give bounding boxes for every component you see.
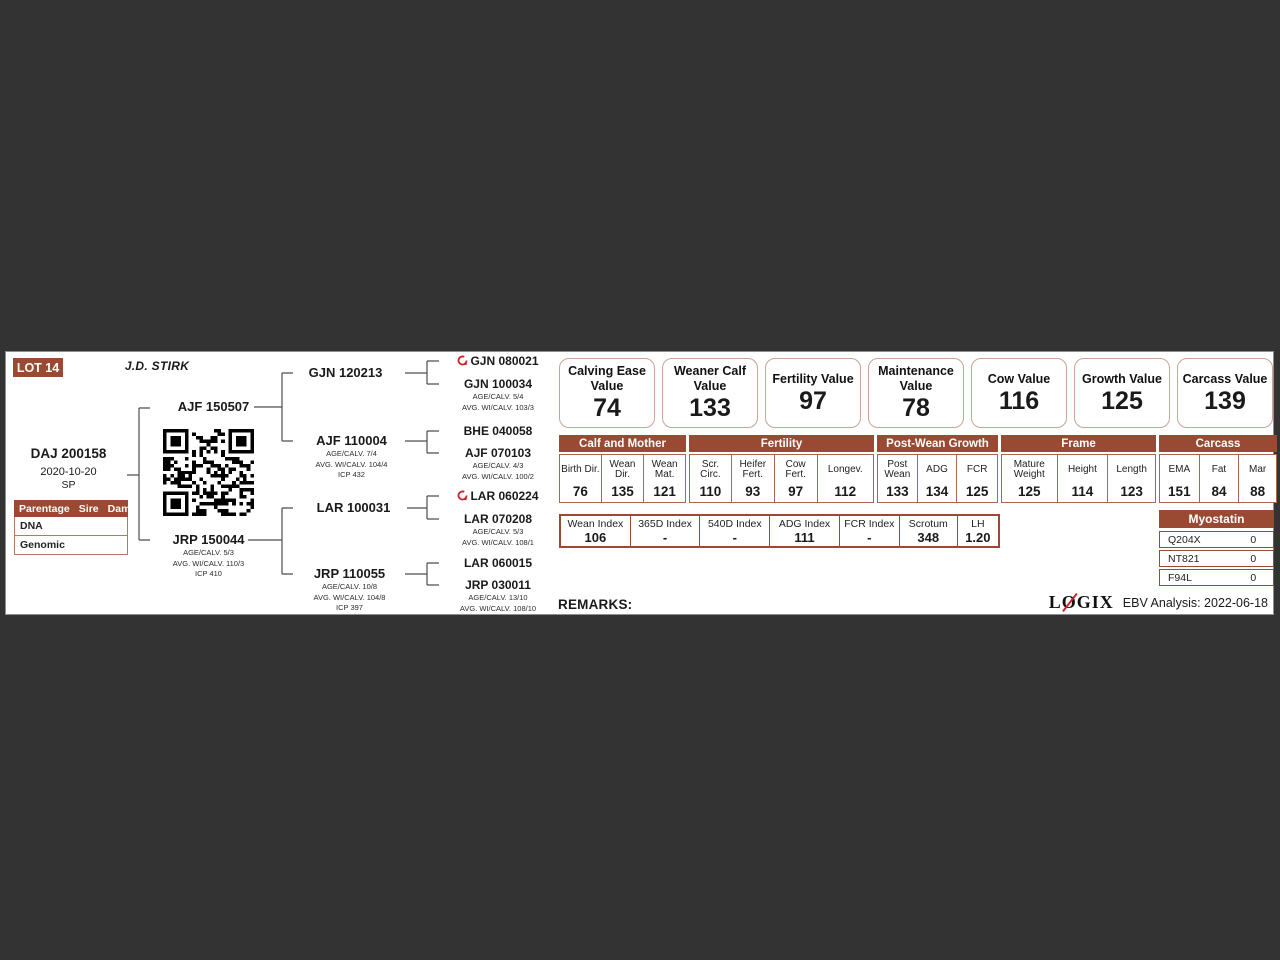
ebv-group-carcass: Carcass EMA 151 Fat 84 Mar 88 bbox=[1159, 435, 1277, 503]
index-cell: LH 1.20 bbox=[956, 516, 998, 546]
value-box-fertility: Fertility Value 97 bbox=[765, 358, 861, 428]
animal-status: SP bbox=[61, 479, 76, 491]
ebv-cell: Wean Dir. 135 bbox=[600, 455, 644, 502]
index-table: Wean Index 106 365D Index - 540D Index - AD… bbox=[559, 514, 1000, 548]
animal-id: DAJ 200158 bbox=[30, 446, 107, 461]
ebv-analysis-date: EBV Analysis: 2022-06-18 bbox=[1122, 595, 1268, 610]
logix-o-icon: O bbox=[1061, 592, 1077, 612]
pedigree-node: LAR 060015 bbox=[463, 556, 533, 570]
value-box-cow: Cow Value 116 bbox=[971, 358, 1067, 428]
pedigree-node: LAR 100031 bbox=[316, 500, 391, 515]
parentage-row-dna: DNA bbox=[14, 517, 128, 536]
value-boxes-row: Calving Ease Value 74 Weaner Calf Value … bbox=[559, 358, 1273, 428]
pedigree-dam: JRP 150044 AGE/CALV. 5/3 AVG. WI/CALV. 1… bbox=[172, 532, 245, 578]
pedigree-node: LAR 070208 AGE/CALV. 5/3 AVG. WI/CALV. 1… bbox=[462, 512, 534, 547]
ebv-cell: Cow Fert. 97 bbox=[773, 455, 817, 502]
ebv-cell: FCR 125 bbox=[956, 455, 997, 502]
myostatin-header: Myostatin bbox=[1159, 510, 1274, 528]
pedigree-lines bbox=[127, 360, 439, 586]
ebv-cell: EMA 151 bbox=[1168, 463, 1191, 499]
ebv-table: Calf and Mother Birth Dir. 76 Wean Dir. 13… bbox=[559, 435, 1277, 503]
merit-icon bbox=[458, 490, 468, 501]
parentage-title: Parentage bbox=[19, 502, 70, 515]
ebv-cell: Height 114 bbox=[1056, 455, 1108, 502]
merit-icon bbox=[458, 355, 468, 366]
ebv-cell: ADG 134 bbox=[916, 455, 957, 502]
index-cell: FCR Index - bbox=[838, 516, 899, 546]
pedigree-sire: AJF 150507 bbox=[177, 399, 250, 414]
lot-badge: LOT 14 bbox=[13, 358, 63, 377]
pedigree-node: JRP 110055 AGE/CALV. 10/8 AVG. WI/CALV. … bbox=[313, 566, 386, 612]
ebv-group-post-wean-growth: Post-Wean Growth Post Wean 133 ADG 134 FCR… bbox=[877, 435, 998, 503]
ebv-group-frame: Frame Mature Weight 125 Height 114 Length 1… bbox=[1001, 435, 1156, 503]
animal-block: DAJ 200158 2020-10-20 SP bbox=[11, 446, 126, 491]
value-box-carcass: Carcass Value 139 bbox=[1177, 358, 1273, 428]
index-cell: 365D Index - bbox=[629, 516, 700, 546]
pedigree-node: BHE 040058 bbox=[463, 424, 533, 438]
ebv-cell: Mar 88 bbox=[1238, 455, 1276, 502]
value-box-growth: Growth Value 125 bbox=[1074, 358, 1170, 428]
ebv-cell: Fat 84 bbox=[1198, 455, 1239, 502]
ebv-cell: Mature Weight 125 bbox=[1013, 458, 1045, 499]
animal-birth-date: 2020-10-20 bbox=[40, 466, 97, 478]
logix-logo: LOGIX bbox=[1048, 592, 1114, 612]
ebv-cell: Length 123 bbox=[1107, 455, 1155, 502]
index-cell: 540D Index - bbox=[699, 516, 769, 546]
parentage-col-dam: Dam bbox=[107, 502, 131, 515]
qr-code bbox=[163, 429, 254, 516]
index-cell: Scrotum 348 bbox=[898, 516, 957, 546]
myostatin-panel: Myostatin Q204X 0 NT821 0 F94L 0 bbox=[1159, 510, 1274, 588]
pedigree-node: GJN 100034 AGE/CALV. 5/4 AVG. WI/CALV. 1… bbox=[462, 377, 534, 412]
pedigree-node: AJF 070103 AGE/CALV. 4/3 AVG. WI/CALV. 1… bbox=[462, 446, 534, 481]
pedigree-node: GJN 120213 bbox=[308, 365, 383, 380]
pedigree-node: GJN 080021 bbox=[443, 354, 553, 369]
footer-right: LOGIX EBV Analysis: 2022-06-18 bbox=[1049, 592, 1268, 613]
ebv-group-calf-and-mother: Calf and Mother Birth Dir. 76 Wean Dir. 13… bbox=[559, 435, 686, 503]
pedigree-node: LAR 060224 bbox=[443, 489, 553, 504]
lot-card: LOT 14 J.D. STIRK DAJ 200158 2020-10-20 … bbox=[5, 351, 1277, 615]
index-cell: ADG Index 111 bbox=[769, 516, 839, 546]
remarks-label: REMARKS: bbox=[558, 597, 633, 612]
parentage-table: Parentage Sire Dam DNA Genomic bbox=[14, 500, 131, 555]
ebv-cell: Wean Mat. 121 bbox=[643, 455, 685, 502]
value-box-weaner-calf: Weaner Calf Value 133 bbox=[662, 358, 758, 428]
parentage-col-sire: Sire bbox=[78, 502, 99, 515]
ebv-group-fertility: Fertility Scr. Circ. 110 Heifer Fert. 93 C… bbox=[689, 435, 874, 503]
parentage-row-genomic: Genomic bbox=[14, 536, 128, 555]
ebv-cell: Post Wean 133 bbox=[884, 458, 911, 499]
pedigree-node: JRP 030011 AGE/CALV. 13/10 AVG. WI/CALV.… bbox=[459, 578, 537, 613]
pedigree-node: AJF 110004 AGE/CALV. 7/4 AVG. WI/CALV. 1… bbox=[315, 433, 388, 479]
owner-name: J.D. STIRK bbox=[124, 359, 190, 373]
index-cell: Wean Index 106 bbox=[567, 518, 624, 545]
myostatin-row: Q204X 0 bbox=[1159, 531, 1274, 548]
ebv-cell: Longev. 112 bbox=[816, 455, 873, 502]
parentage-header: Parentage Sire Dam bbox=[14, 500, 131, 517]
ebv-cell: Heifer Fert. 93 bbox=[730, 455, 774, 502]
ebv-cell: Scr. Circ. 110 bbox=[699, 458, 722, 499]
ebv-cell: Birth Dir. 76 bbox=[561, 463, 600, 499]
value-box-maintenance: Maintenance Value 78 bbox=[868, 358, 964, 428]
myostatin-row: F94L 0 bbox=[1159, 569, 1274, 586]
myostatin-row: NT821 0 bbox=[1159, 550, 1274, 567]
value-box-calving-ease: Calving Ease Value 74 bbox=[559, 358, 655, 428]
